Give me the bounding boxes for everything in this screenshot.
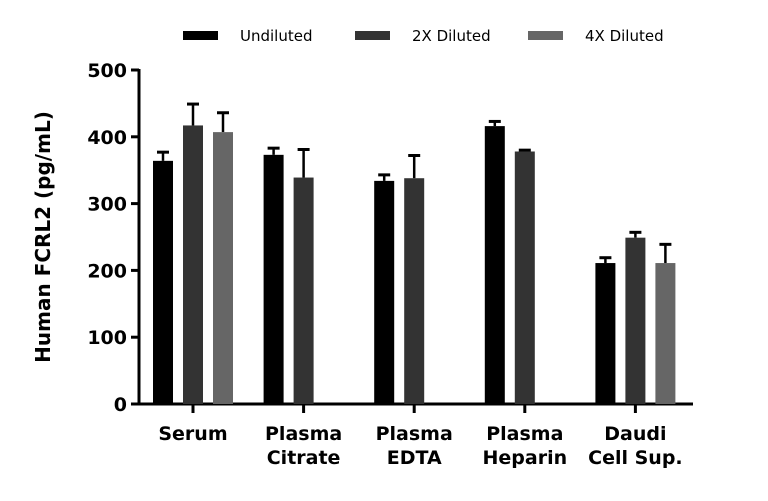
y-tick-label: 500	[87, 60, 127, 82]
y-tick-label: 300	[87, 194, 127, 216]
x-tick-label: Heparin	[482, 447, 567, 469]
bar	[374, 180, 395, 404]
x-tick-label: EDTA	[387, 447, 442, 469]
x-tick-label: Citrate	[267, 447, 341, 469]
bar	[595, 263, 616, 404]
bar	[655, 263, 676, 404]
x-tick-label: Cell Sup.	[588, 447, 683, 469]
legend-label: 4X Diluted	[585, 27, 664, 45]
legend-swatch	[355, 31, 390, 40]
bar	[514, 151, 535, 404]
legend-label: Undiluted	[240, 27, 312, 45]
x-tick-label: Plasma	[486, 423, 563, 445]
y-tick-label: 0	[114, 394, 127, 416]
bar	[263, 154, 284, 404]
bar	[404, 178, 425, 404]
bar	[625, 237, 646, 404]
legend-swatch	[183, 31, 218, 40]
y-tick-label: 400	[87, 127, 127, 149]
bar	[153, 160, 173, 404]
legend-swatch	[528, 31, 563, 40]
y-tick-label: 200	[87, 260, 127, 282]
y-axis-label: Human FCRL2 (pg/mL)	[31, 111, 55, 363]
bar	[293, 177, 314, 404]
bar	[484, 126, 505, 404]
x-tick-label: Plasma	[376, 423, 453, 445]
bar	[213, 132, 233, 404]
x-tick-label: Daudi	[604, 423, 666, 445]
y-tick-label: 100	[87, 327, 127, 349]
legend-label: 2X Diluted	[412, 27, 491, 45]
x-tick-label: Plasma	[265, 423, 342, 445]
x-tick-label: Serum	[158, 423, 227, 445]
bar	[183, 125, 203, 404]
